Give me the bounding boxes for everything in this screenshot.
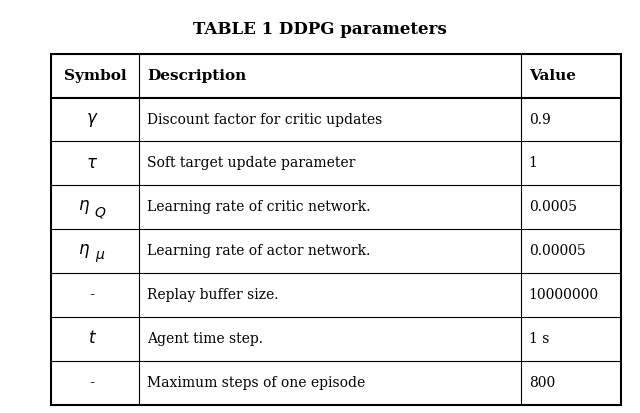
Text: $\tau$: $\tau$: [86, 155, 98, 172]
Text: Maximum steps of one episode: Maximum steps of one episode: [147, 376, 365, 390]
Text: Replay buffer size.: Replay buffer size.: [147, 288, 278, 302]
Text: 0.0005: 0.0005: [529, 200, 577, 214]
Text: Discount factor for critic updates: Discount factor for critic updates: [147, 112, 383, 126]
Text: $Q$: $Q$: [93, 205, 106, 220]
Text: -: -: [90, 288, 95, 302]
Bar: [51, 54, 621, 405]
Text: -: -: [90, 376, 95, 390]
Text: $t$: $t$: [88, 330, 97, 347]
Text: 0.9: 0.9: [529, 112, 550, 126]
Text: 1: 1: [529, 157, 538, 171]
Text: Learning rate of actor network.: Learning rate of actor network.: [147, 244, 371, 258]
Text: Learning rate of critic network.: Learning rate of critic network.: [147, 200, 371, 214]
Text: TABLE 1 DDPG parameters: TABLE 1 DDPG parameters: [193, 21, 447, 38]
Text: $\eta$: $\eta$: [78, 198, 90, 216]
Text: 0.00005: 0.00005: [529, 244, 586, 258]
Text: Symbol: Symbol: [64, 69, 127, 83]
Text: Soft target update parameter: Soft target update parameter: [147, 157, 356, 171]
Text: 1 s: 1 s: [529, 332, 549, 346]
Text: 10000000: 10000000: [529, 288, 599, 302]
Text: Description: Description: [147, 69, 246, 83]
Text: 800: 800: [529, 376, 555, 390]
Text: $\eta$: $\eta$: [78, 242, 90, 260]
Text: $\gamma$: $\gamma$: [86, 111, 99, 128]
Text: Value: Value: [529, 69, 576, 83]
Text: $\mu$: $\mu$: [95, 249, 105, 264]
Text: Agent time step.: Agent time step.: [147, 332, 263, 346]
